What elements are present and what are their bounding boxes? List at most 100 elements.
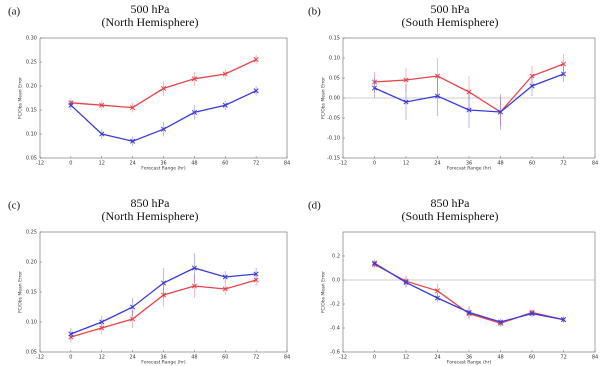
x-tick-label: 0 [69, 355, 72, 361]
y-tick-label: 0.15 [329, 36, 340, 42]
y-tick-label: 0.00 [329, 96, 340, 102]
marker [222, 102, 228, 108]
marker [403, 99, 409, 105]
marker [99, 102, 105, 108]
marker [466, 89, 472, 95]
x-tick-label: 36 [160, 161, 166, 167]
marker [434, 295, 441, 301]
x-tick-label: 36 [466, 161, 472, 167]
y-tick-label: -0.4 [330, 326, 340, 332]
panel-label: (d) [308, 200, 321, 212]
x-tick-label: 0 [373, 355, 376, 361]
panel-title: 850 hPa [131, 196, 171, 210]
marker [529, 311, 535, 317]
marker [253, 57, 259, 63]
y-tick-label: -0.2 [330, 302, 340, 308]
marker [434, 73, 441, 79]
panel-subtitle: (North Hemisphere) [102, 15, 199, 29]
panel-label: (c) [8, 200, 21, 212]
x-tick-label: 12 [99, 355, 105, 361]
marker [222, 274, 228, 280]
x-tick-label: 60 [222, 161, 228, 167]
marker [130, 316, 136, 322]
x-tick-label: 48 [191, 161, 197, 167]
marker [68, 331, 74, 337]
marker [130, 105, 136, 111]
panel: (c) 850 hPa(North Hemisphere) -12 0 12 24 36 48… [8, 196, 290, 366]
panel-title: 500 hPa [431, 2, 471, 16]
x-axis-label: Forecast Range (hr) [447, 166, 492, 172]
y-tick-label: -0.10 [327, 136, 340, 142]
marker [466, 309, 472, 315]
marker [191, 283, 197, 289]
marker [160, 126, 167, 132]
x-axis-label: Forecast Range (hr) [141, 166, 186, 172]
x-tick-label: 24 [129, 355, 135, 361]
x-tick-label: 84 [592, 355, 598, 361]
x-tick-label: 60 [529, 355, 535, 361]
plot-frame [342, 231, 596, 353]
marker [497, 109, 504, 115]
y-tick-label: 0.20 [26, 84, 37, 90]
marker [191, 265, 197, 271]
x-tick-label: 60 [222, 355, 228, 361]
panel: (a) 500 hPa(North Hemisphere) -12 0 12 24 36 48… [8, 2, 290, 172]
marker [560, 317, 567, 323]
panel-title: 500 hPa [131, 2, 171, 16]
x-tick-label: 12 [403, 355, 409, 361]
marker [99, 131, 105, 137]
x-tick-label: 0 [373, 161, 376, 167]
marker [560, 71, 567, 77]
panel-subtitle: (North Hemisphere) [102, 209, 199, 223]
y-tick-label: -0.15 [327, 156, 340, 162]
y-tick-label: -0.6 [330, 350, 340, 356]
y-axis-label: FC/Obs Mean Error [18, 271, 24, 313]
y-axis-label: FC/Obs Mean Error [321, 271, 327, 313]
y-tick-label: 0.20 [26, 260, 37, 266]
marker [160, 85, 167, 91]
x-tick-label: -12 [339, 355, 347, 361]
x-tick-label: 72 [560, 355, 566, 361]
marker [371, 85, 378, 91]
panel: (b) 500 hPa(South Hemisphere) -12 0 12 24 36 48… [308, 2, 598, 172]
x-tick-label: -12 [36, 355, 44, 361]
marker [68, 102, 74, 108]
marker [371, 79, 378, 85]
y-tick-label: -0.05 [327, 116, 340, 122]
plot-frame [39, 37, 288, 159]
y-tick-label: 0.15 [26, 108, 37, 114]
marker [191, 109, 197, 115]
marker [253, 88, 259, 94]
y-tick-label: 0.25 [26, 60, 37, 66]
marker [371, 261, 378, 267]
y-axis-label: FC/Obs Mean Error [321, 77, 327, 119]
marker [130, 138, 136, 144]
panel-title: 850 hPa [431, 196, 471, 210]
panel-subtitle: (South Hemisphere) [402, 15, 499, 29]
marker [253, 277, 259, 283]
x-axis-label: Forecast Range (hr) [447, 360, 492, 366]
x-tick-label: 60 [529, 161, 535, 167]
x-tick-label: 48 [191, 355, 197, 361]
panel-label: (b) [308, 6, 321, 18]
y-axis-label: FC/Obs Mean Error [18, 77, 24, 119]
x-tick-label: -12 [339, 161, 347, 167]
x-tick-label: 48 [497, 161, 503, 167]
marker [222, 71, 228, 77]
marker [160, 292, 167, 298]
marker [371, 260, 378, 266]
x-tick-label: 0 [69, 161, 72, 167]
panel-subtitle: (South Hemisphere) [402, 209, 499, 223]
marker [403, 279, 409, 285]
x-axis-label: Forecast Range (hr) [141, 360, 186, 366]
y-tick-label: 0.2 [332, 254, 340, 260]
marker [99, 325, 105, 331]
marker [160, 280, 167, 286]
y-tick-label: 0.10 [26, 132, 37, 138]
x-tick-label: 84 [284, 161, 290, 167]
y-tick-label: 0.15 [26, 290, 37, 296]
x-tick-label: 24 [434, 355, 440, 361]
y-tick-label: 0.05 [26, 350, 37, 356]
y-tick-label: 0.05 [329, 76, 340, 82]
y-tick-label: 0.30 [26, 36, 37, 42]
